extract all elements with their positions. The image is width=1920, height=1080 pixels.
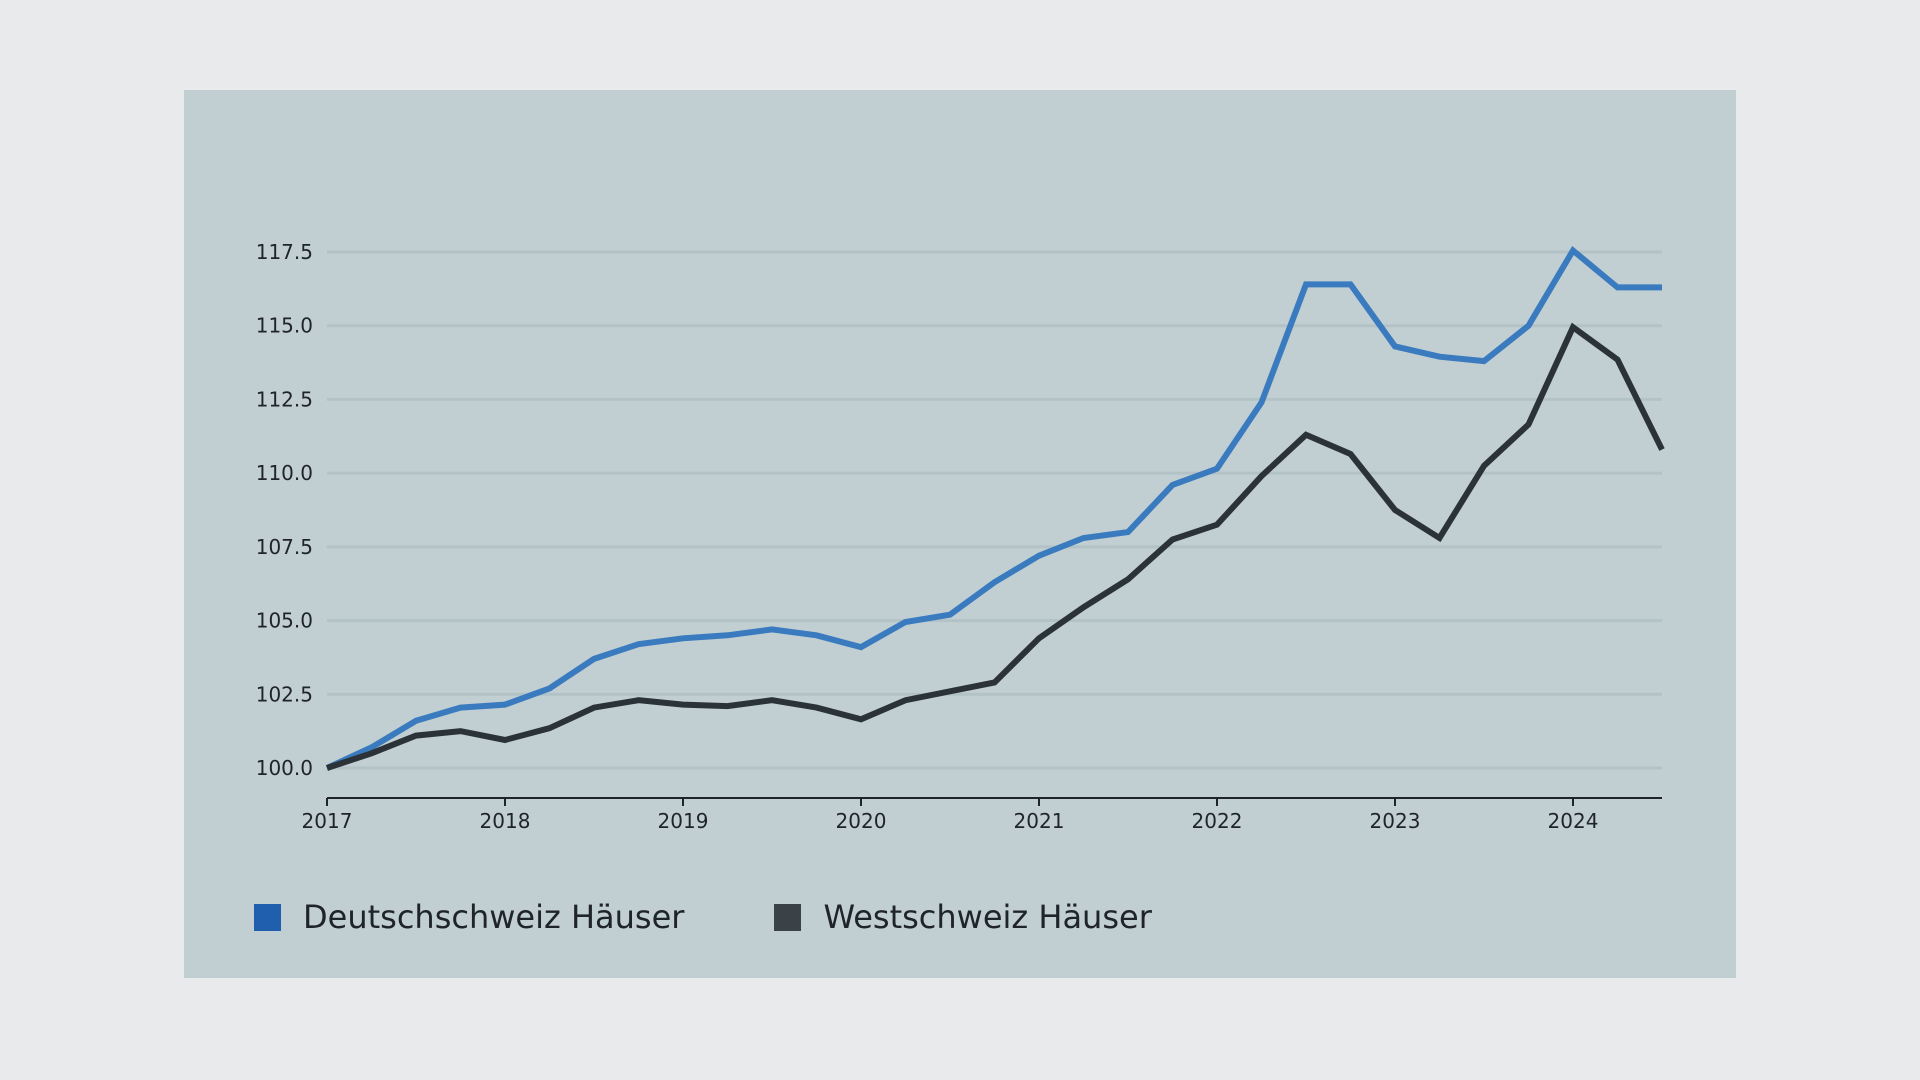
legend-label-westschweiz: Westschweiz Häuser (823, 898, 1152, 936)
x-tick-label: 2018 (480, 809, 531, 833)
y-tick-label: 115.0 (256, 314, 313, 338)
x-tick-label: 2022 (1192, 809, 1243, 833)
line-chart: 100.0 102.5 105.0 107.5 110.0 112.5 115.0 117.5… (256, 240, 1665, 833)
y-tick-label: 102.5 (256, 682, 313, 706)
x-axis (326, 797, 1662, 806)
legend-swatch-deutschschweiz (254, 903, 281, 931)
grid-lines (327, 250, 1662, 770)
y-axis-tick-labels: 100.0 102.5 105.0 107.5 110.0 112.5 115.0 117.5 (256, 240, 313, 780)
legend-swatch-westschweiz (774, 903, 802, 931)
y-tick-label: 110.0 (256, 461, 313, 485)
x-tick-label: 2024 (1548, 809, 1599, 833)
chart-panel: 100.0 102.5 105.0 107.5 110.0 112.5 115.0 117.5… (184, 90, 1736, 978)
legend-label-deutschschweiz: Deutschschweiz Häuser (303, 898, 685, 936)
legend: Deutschschweiz Häuser Westschweiz Häuser (254, 898, 1242, 936)
x-tick-label: 2023 (1370, 809, 1421, 833)
legend-item-deutschschweiz: Deutschschweiz Häuser (254, 898, 684, 936)
y-tick-label: 105.0 (256, 609, 313, 633)
legend-item-westschweiz: Westschweiz Häuser (774, 898, 1152, 936)
x-axis-tick-labels: 2017 2018 2019 2020 2021 2022 2023 2024 (302, 809, 1599, 833)
x-tick-label: 2020 (836, 809, 887, 833)
y-tick-label: 112.5 (256, 387, 313, 411)
y-tick-label: 117.5 (256, 240, 313, 264)
x-tick-label: 2019 (658, 809, 709, 833)
series-lines (325, 245, 1665, 771)
series-line-0 (325, 245, 1662, 771)
x-tick-label: 2021 (1014, 809, 1065, 833)
series-line-1 (326, 322, 1665, 771)
y-tick-label: 100.0 (256, 756, 313, 780)
x-tick-label: 2017 (302, 809, 353, 833)
y-tick-label: 107.5 (256, 535, 313, 559)
